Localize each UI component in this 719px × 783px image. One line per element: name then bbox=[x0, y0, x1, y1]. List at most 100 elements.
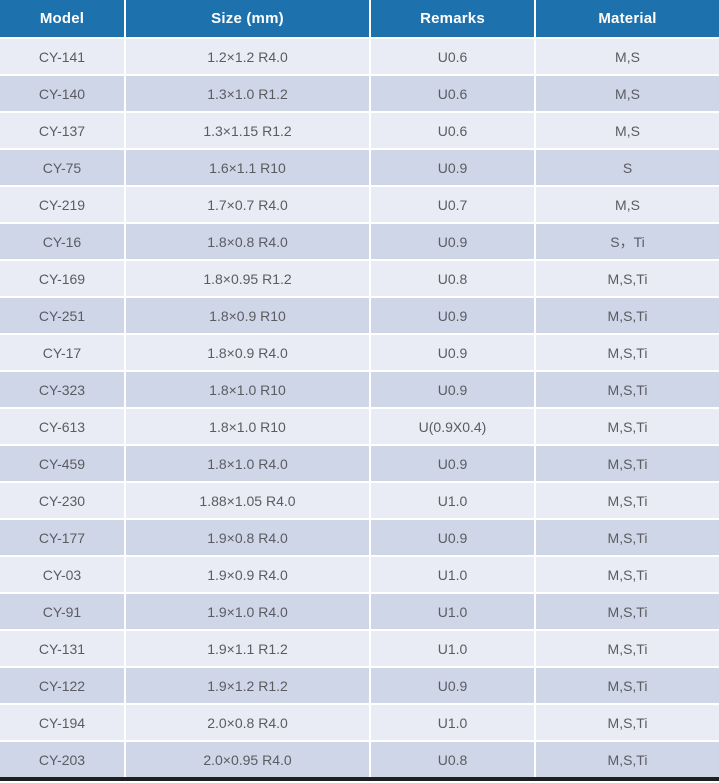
cell-model: CY-03 bbox=[0, 555, 124, 592]
cell-remarks: U(0.9X0.4) bbox=[369, 407, 534, 444]
cell-material: M,S bbox=[534, 74, 719, 111]
cell-material: M,S,Ti bbox=[534, 333, 719, 370]
cell-remarks: U0.6 bbox=[369, 37, 534, 74]
cell-remarks: U0.9 bbox=[369, 666, 534, 703]
table-row: CY-177 1.9×0.8 R4.0 U0.9 M,S,Ti bbox=[0, 518, 719, 555]
header-row: Model Size (mm) Remarks Material bbox=[0, 0, 719, 37]
cell-size: 1.8×0.9 R10 bbox=[124, 296, 369, 333]
table-row: CY-17 1.8×0.9 R4.0 U0.9 M,S,Ti bbox=[0, 333, 719, 370]
cell-model: CY-613 bbox=[0, 407, 124, 444]
cell-model: CY-141 bbox=[0, 37, 124, 74]
cell-remarks: U1.0 bbox=[369, 555, 534, 592]
cell-model: CY-251 bbox=[0, 296, 124, 333]
cell-remarks: U0.9 bbox=[369, 296, 534, 333]
cell-remarks: U0.8 bbox=[369, 740, 534, 777]
cell-material: M,S,Ti bbox=[534, 296, 719, 333]
cell-material: M,S,Ti bbox=[534, 703, 719, 740]
table-header: Model Size (mm) Remarks Material bbox=[0, 0, 719, 37]
cell-remarks: U0.6 bbox=[369, 111, 534, 148]
cell-model: CY-131 bbox=[0, 629, 124, 666]
table-row: CY-122 1.9×1.2 R1.2 U0.9 M,S,Ti bbox=[0, 666, 719, 703]
cell-model: CY-219 bbox=[0, 185, 124, 222]
cell-model: CY-230 bbox=[0, 481, 124, 518]
cell-size: 1.8×1.0 R10 bbox=[124, 370, 369, 407]
cell-material: M,S,Ti bbox=[534, 740, 719, 777]
cell-remarks: U1.0 bbox=[369, 592, 534, 629]
cell-material: M,S,Ti bbox=[534, 444, 719, 481]
cell-material: S bbox=[534, 148, 719, 185]
table-row: CY-141 1.2×1.2 R4.0 U0.6 M,S bbox=[0, 37, 719, 74]
cell-size: 1.8×0.95 R1.2 bbox=[124, 259, 369, 296]
column-header-size: Size (mm) bbox=[124, 0, 369, 37]
cell-material: M,S,Ti bbox=[534, 518, 719, 555]
cell-material: M,S,Ti bbox=[534, 370, 719, 407]
cell-size: 1.7×0.7 R4.0 bbox=[124, 185, 369, 222]
cell-size: 1.9×1.1 R1.2 bbox=[124, 629, 369, 666]
cell-model: CY-91 bbox=[0, 592, 124, 629]
cell-remarks: U1.0 bbox=[369, 703, 534, 740]
table-row: CY-194 2.0×0.8 R4.0 U1.0 M,S,Ti bbox=[0, 703, 719, 740]
cell-model: CY-75 bbox=[0, 148, 124, 185]
cell-remarks: U1.0 bbox=[369, 629, 534, 666]
cell-size: 1.9×0.8 R4.0 bbox=[124, 518, 369, 555]
cell-size: 1.2×1.2 R4.0 bbox=[124, 37, 369, 74]
cell-remarks: U0.6 bbox=[369, 74, 534, 111]
table-row: CY-16 1.8×0.8 R4.0 U0.9 S，Ti bbox=[0, 222, 719, 259]
table-row: CY-131 1.9×1.1 R1.2 U1.0 M,S,Ti bbox=[0, 629, 719, 666]
table-body: CY-141 1.2×1.2 R4.0 U0.6 M,S CY-140 1.3×1.0 R… bbox=[0, 37, 719, 777]
cell-size: 1.9×1.2 R1.2 bbox=[124, 666, 369, 703]
table-row: CY-323 1.8×1.0 R10 U0.9 M,S,Ti bbox=[0, 370, 719, 407]
cell-model: CY-459 bbox=[0, 444, 124, 481]
cell-size: 2.0×0.8 R4.0 bbox=[124, 703, 369, 740]
column-header-model: Model bbox=[0, 0, 124, 37]
cell-model: CY-122 bbox=[0, 666, 124, 703]
cell-material: M,S bbox=[534, 185, 719, 222]
column-header-material: Material bbox=[534, 0, 719, 37]
cell-material: M,S bbox=[534, 111, 719, 148]
cell-material: S，Ti bbox=[534, 222, 719, 259]
table-row: CY-459 1.8×1.0 R4.0 U0.9 M,S,Ti bbox=[0, 444, 719, 481]
cell-remarks: U0.9 bbox=[369, 333, 534, 370]
cell-model: CY-169 bbox=[0, 259, 124, 296]
cell-material: M,S bbox=[534, 37, 719, 74]
cell-size: 2.0×0.95 R4.0 bbox=[124, 740, 369, 777]
cell-remarks: U0.9 bbox=[369, 518, 534, 555]
cell-size: 1.3×1.0 R1.2 bbox=[124, 74, 369, 111]
cell-remarks: U1.0 bbox=[369, 481, 534, 518]
cell-material: M,S,Ti bbox=[534, 259, 719, 296]
column-header-remarks: Remarks bbox=[369, 0, 534, 37]
cell-size: 1.9×1.0 R4.0 bbox=[124, 592, 369, 629]
bottom-border bbox=[0, 777, 719, 781]
cell-model: CY-323 bbox=[0, 370, 124, 407]
table-row: CY-230 1.88×1.05 R4.0 U1.0 M,S,Ti bbox=[0, 481, 719, 518]
cell-remarks: U0.9 bbox=[369, 444, 534, 481]
table-row: CY-203 2.0×0.95 R4.0 U0.8 M,S,Ti bbox=[0, 740, 719, 777]
table-row: CY-251 1.8×0.9 R10 U0.9 M,S,Ti bbox=[0, 296, 719, 333]
cell-material: M,S,Ti bbox=[534, 629, 719, 666]
table-row: CY-03 1.9×0.9 R4.0 U1.0 M,S,Ti bbox=[0, 555, 719, 592]
cell-model: CY-137 bbox=[0, 111, 124, 148]
table-row: CY-169 1.8×0.95 R1.2 U0.8 M,S,Ti bbox=[0, 259, 719, 296]
table-row: CY-137 1.3×1.15 R1.2 U0.6 M,S bbox=[0, 111, 719, 148]
cell-model: CY-177 bbox=[0, 518, 124, 555]
cell-size: 1.9×0.9 R4.0 bbox=[124, 555, 369, 592]
cell-material: M,S,Ti bbox=[534, 481, 719, 518]
cell-material: M,S,Ti bbox=[534, 555, 719, 592]
cell-remarks: U0.9 bbox=[369, 370, 534, 407]
cell-size: 1.8×1.0 R4.0 bbox=[124, 444, 369, 481]
cell-size: 1.8×0.9 R4.0 bbox=[124, 333, 369, 370]
table-row: CY-91 1.9×1.0 R4.0 U1.0 M,S,Ti bbox=[0, 592, 719, 629]
cell-size: 1.6×1.1 R10 bbox=[124, 148, 369, 185]
table-row: CY-219 1.7×0.7 R4.0 U0.7 M,S bbox=[0, 185, 719, 222]
cell-model: CY-203 bbox=[0, 740, 124, 777]
cell-remarks: U0.7 bbox=[369, 185, 534, 222]
cell-remarks: U0.9 bbox=[369, 148, 534, 185]
cell-size: 1.8×0.8 R4.0 bbox=[124, 222, 369, 259]
cell-size: 1.88×1.05 R4.0 bbox=[124, 481, 369, 518]
table-row: CY-613 1.8×1.0 R10 U(0.9X0.4) M,S,Ti bbox=[0, 407, 719, 444]
cell-material: M,S,Ti bbox=[534, 592, 719, 629]
cell-size: 1.3×1.15 R1.2 bbox=[124, 111, 369, 148]
cell-material: M,S,Ti bbox=[534, 407, 719, 444]
cell-model: CY-16 bbox=[0, 222, 124, 259]
